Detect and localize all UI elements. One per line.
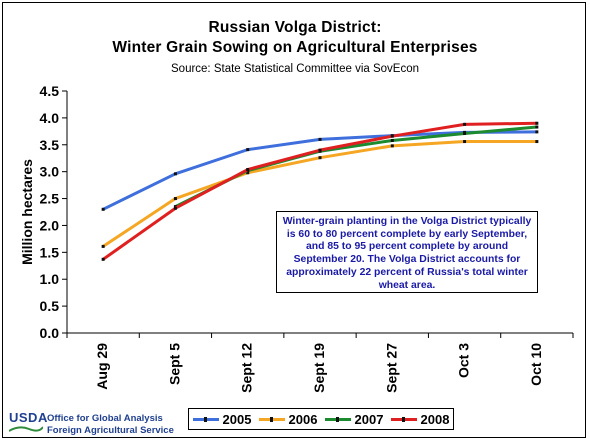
y-tick-label: 1.5 — [40, 244, 60, 260]
data-point-2008 — [463, 122, 467, 126]
y-axis-title: Million hectares — [19, 159, 35, 265]
x-tick-label: Oct 10 — [528, 343, 544, 386]
legend-swatch — [192, 416, 219, 422]
org-name-line-2: Foreign Agricultural Service — [47, 425, 174, 436]
annotation-box: Winter-grain planting in the Volga Distr… — [276, 211, 538, 293]
data-point-2008 — [535, 121, 539, 125]
data-point-2006 — [173, 197, 177, 201]
x-tick-label: Sept 12 — [239, 343, 255, 393]
data-point-2006 — [246, 171, 250, 175]
data-point-2005 — [535, 130, 539, 134]
data-point-2006 — [390, 144, 394, 148]
usda-footer: USDA Office for Global Analysis Foreign … — [9, 410, 179, 436]
y-tick-label: 2.0 — [40, 217, 60, 233]
legend: 2005 2006 2007 2008 — [188, 408, 454, 430]
legend-swatch — [258, 416, 285, 422]
data-point-2005 — [246, 148, 250, 152]
legend-label: 2008 — [420, 411, 450, 427]
data-point-2005 — [318, 137, 322, 141]
x-tick-label: Sept 5 — [166, 343, 182, 385]
data-point-2005 — [101, 207, 105, 211]
data-point-2006 — [318, 156, 322, 160]
data-point-2006 — [101, 244, 105, 248]
data-point-2007 — [535, 125, 539, 129]
y-tick-label: 0.0 — [40, 325, 60, 341]
legend-label: 2007 — [354, 411, 384, 427]
data-point-2008 — [318, 148, 322, 152]
y-tick-label: 1.0 — [40, 271, 60, 287]
y-tick-label: 3.5 — [40, 137, 60, 153]
data-point-2006 — [463, 140, 467, 144]
usda-swoosh-icon — [9, 426, 43, 432]
usda-logo: USDA — [9, 410, 48, 425]
legend-swatch — [390, 416, 417, 422]
y-tick-label: 4.0 — [40, 110, 60, 126]
data-point-2007 — [463, 131, 467, 135]
legend-item-2006: 2006 — [258, 411, 318, 427]
data-point-2006 — [535, 140, 539, 144]
series-line-2005 — [102, 130, 537, 211]
legend-item-2008: 2008 — [390, 411, 450, 427]
data-point-2008 — [173, 206, 177, 210]
y-tick-label: 2.5 — [40, 191, 60, 207]
chart-title-line-2: Winter Grain Sowing on Agricultural Ente… — [112, 39, 478, 56]
x-tick-label: Oct 3 — [456, 343, 472, 378]
data-point-2008 — [101, 257, 105, 261]
chart-title-line-1: Russian Volga District: — [208, 19, 382, 36]
data-point-2007 — [390, 138, 394, 142]
data-point-2008 — [246, 168, 250, 172]
x-tick-label: Aug 29 — [94, 343, 110, 390]
chart-source: Source: State Statistical Committee via … — [171, 63, 419, 75]
legend-swatch — [324, 416, 351, 422]
legend-label: 2005 — [222, 411, 252, 427]
legend-label: 2006 — [288, 411, 318, 427]
legend-item-2007: 2007 — [324, 411, 384, 427]
x-tick-label: Sept 27 — [383, 343, 399, 393]
data-point-2005 — [173, 172, 177, 176]
org-name-line-1: Office for Global Analysis — [47, 413, 163, 424]
legend-item-2005: 2005 — [192, 411, 252, 427]
y-tick-label: 3.0 — [40, 164, 60, 180]
x-tick-label: Sept 19 — [311, 343, 327, 393]
y-tick-label: 0.5 — [40, 298, 60, 314]
y-tick-label: 4.5 — [40, 83, 60, 99]
data-point-2008 — [390, 134, 394, 138]
